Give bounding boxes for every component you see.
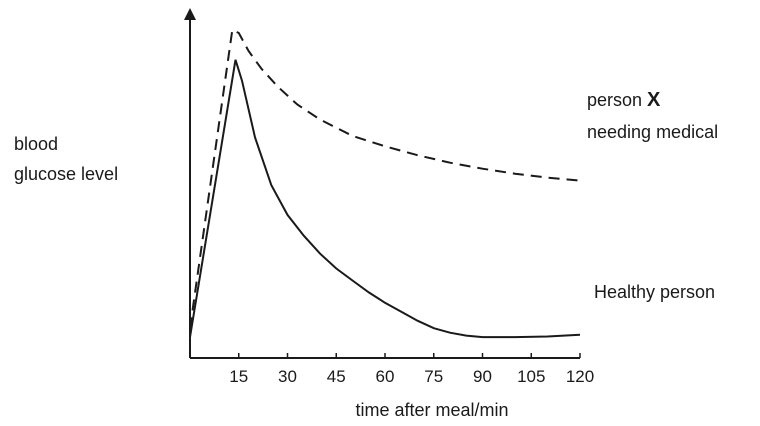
x-axis-title: time after meal/min [355,400,508,420]
series-line-healthy-person [189,59,581,339]
y-axis-arrowhead [184,8,196,20]
series-label-healthy-person: Healthy person [594,282,715,302]
y-axis-title-line-1: blood [14,134,58,154]
series-label-person-x-part-1: person [587,90,647,110]
series-label-person-x: person X [587,89,661,111]
x-tick-label-105: 105 [517,367,545,386]
x-tick-label-120: 120 [566,367,594,386]
x-tick-label-45: 45 [327,367,346,386]
x-tick-label-60: 60 [376,367,395,386]
series-label-person-x-line-2: needing medical [587,122,718,142]
x-tick-label-75: 75 [424,367,443,386]
x-ticks: 15 30 45 60 75 90 105 120 [229,353,594,386]
series-label-person-x-bold: X [647,89,661,111]
series-line-person-x [189,28,581,329]
x-tick-label-15: 15 [229,367,248,386]
x-tick-label-90: 90 [473,367,492,386]
x-tick-label-30: 30 [278,367,297,386]
y-axis-title-line-2: glucose level [14,164,118,184]
